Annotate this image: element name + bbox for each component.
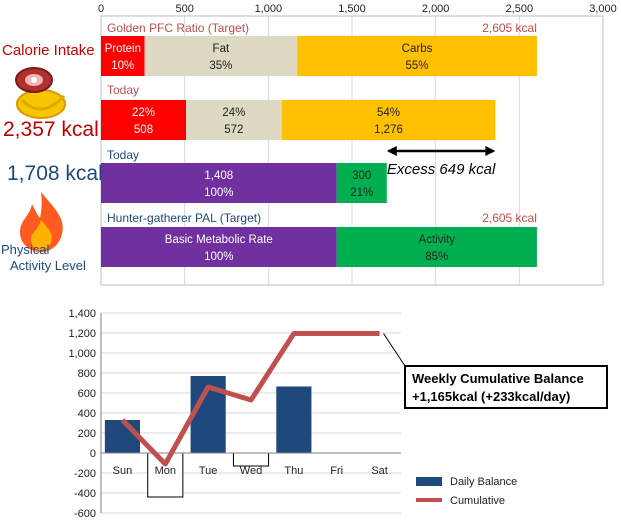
- intake-value: 2,357 kcal: [3, 118, 99, 141]
- weekly-y-tick-label: 0: [90, 448, 96, 460]
- segment-label: Carbs: [402, 43, 433, 55]
- row-total-label: 2,605 kcal: [482, 211, 537, 225]
- activity-level-label: Activity Level: [10, 258, 86, 273]
- stacked-segment-activity: [336, 163, 387, 203]
- weekly-x-tick-label: Fri: [330, 465, 343, 477]
- segment-value: 100%: [204, 187, 233, 199]
- row-label: Golden PFC Ratio (Target): [107, 21, 249, 35]
- segment-label: 1,408: [204, 170, 233, 182]
- segment-label: Activity: [419, 234, 456, 246]
- pfc-stacked-bar-chart: 0 500 1,000 1,500 2,000 2,500 3,000 Golden PFC …: [98, 3, 617, 286]
- top-x-tick-label: 500: [175, 3, 193, 15]
- top-x-tick-label: 1,500: [338, 3, 366, 15]
- weekly-x-tick-label: Thu: [284, 465, 303, 477]
- segment-label: 24%: [222, 107, 245, 119]
- row-total-label: 2,605 kcal: [482, 21, 537, 35]
- daily-balance-bar: [190, 376, 226, 453]
- stacked-segment-basic-metabolic-rate: [101, 227, 337, 267]
- segment-label: 54%: [377, 107, 400, 119]
- weekly-x-tick-label: Sun: [113, 465, 133, 477]
- row-label: Hunter-gatherer PAL (Target): [107, 211, 261, 225]
- segment-value: 508: [134, 124, 153, 136]
- daily-balance-bar: [276, 386, 312, 453]
- cumulative-line: [120, 331, 380, 467]
- excess-arrow-head-right: [485, 146, 496, 156]
- weekly-y-tick-label: 200: [78, 428, 96, 440]
- weekly-y-tick-label: -400: [74, 488, 96, 500]
- daily-balance-bar: [147, 452, 184, 498]
- stacked-segment-carbs: [281, 100, 496, 140]
- weekly-y-tick-label: 400: [78, 408, 96, 420]
- callout-line-2: +1,165kcal (+233kcal/day): [412, 389, 571, 404]
- meat-and-banana-icon: [15, 67, 66, 119]
- excess-arrow-head-left: [386, 146, 397, 156]
- row-label: Today: [107, 148, 139, 162]
- top-x-tick-label: 2,500: [506, 3, 534, 15]
- top-x-tick-label: 0: [98, 3, 104, 15]
- stacked-segment-basic-metabolic-rate: [101, 163, 337, 203]
- weekly-x-tick-label: Wed: [240, 465, 262, 477]
- flame-icon: [20, 192, 63, 252]
- segment-value: 10%: [111, 60, 134, 72]
- weekly-x-tick-label: Sat: [371, 465, 388, 477]
- segment-value: 100%: [204, 251, 233, 263]
- segment-label: 22%: [132, 107, 155, 119]
- daily-balance-bar: [104, 420, 140, 453]
- weekly-y-tick-label: 1,400: [68, 308, 96, 320]
- weekly-legend: Daily Balance Cumulative: [416, 476, 517, 507]
- weekly-y-tick-label: 1,000: [68, 348, 96, 360]
- top-x-tick-label: 2,000: [422, 3, 450, 15]
- physical-label: Physical: [1, 242, 50, 257]
- top-x-tick-label: 3,000: [589, 3, 617, 15]
- segment-label: Protein: [105, 43, 141, 55]
- segment-label: 300: [352, 170, 371, 182]
- callout-pointer: [383, 333, 406, 367]
- calorie-intake-label: Calorie Intake: [2, 42, 95, 59]
- weekly-y-tick-label: 800: [78, 368, 96, 380]
- legend-swatch-daily-balance: [416, 477, 442, 486]
- stacked-segment-fat: [144, 36, 298, 76]
- weekly-y-tick-label: 1,200: [68, 328, 96, 340]
- stacked-segment-protein: [101, 36, 145, 76]
- weekly-y-tick-label: 600: [78, 388, 96, 400]
- daily-balance-bar: [232, 452, 270, 467]
- weekly-y-tick-label: -600: [74, 508, 96, 520]
- weekly-y-tick-label: -200: [74, 468, 96, 480]
- weekly-balance-callout: Weekly Cumulative Balance +1,165kcal (+2…: [404, 365, 608, 409]
- stacked-segment-carbs: [297, 36, 537, 76]
- top-plot-frame: [100, 15, 604, 286]
- segment-label: Fat: [213, 43, 230, 55]
- segment-value: 35%: [209, 60, 232, 72]
- legend-label-daily-balance: Daily Balance: [450, 476, 517, 488]
- burn-value: 1,708 kcal: [7, 162, 103, 185]
- segment-value: 21%: [350, 187, 373, 199]
- segment-value: 1,276: [374, 124, 403, 136]
- segment-label: Basic Metabolic Rate: [165, 234, 273, 246]
- weekly-x-tick-label: Tue: [199, 465, 218, 477]
- callout-line-1: Weekly Cumulative Balance: [412, 371, 584, 386]
- stacked-segment-fat: [186, 100, 282, 140]
- top-x-tick-label: 1,000: [255, 3, 283, 15]
- segment-value: 55%: [406, 60, 429, 72]
- segment-value: 572: [224, 124, 243, 136]
- legend-label-cumulative: Cumulative: [450, 495, 505, 507]
- segment-value: 85%: [425, 251, 448, 263]
- stacked-segment-activity: [336, 227, 537, 267]
- row-label: Today: [107, 83, 139, 97]
- weekly-x-tick-label: Mon: [155, 465, 176, 477]
- stacked-segment-protein: [101, 100, 187, 140]
- excess-annotation: Excess 649 kcal: [387, 161, 496, 178]
